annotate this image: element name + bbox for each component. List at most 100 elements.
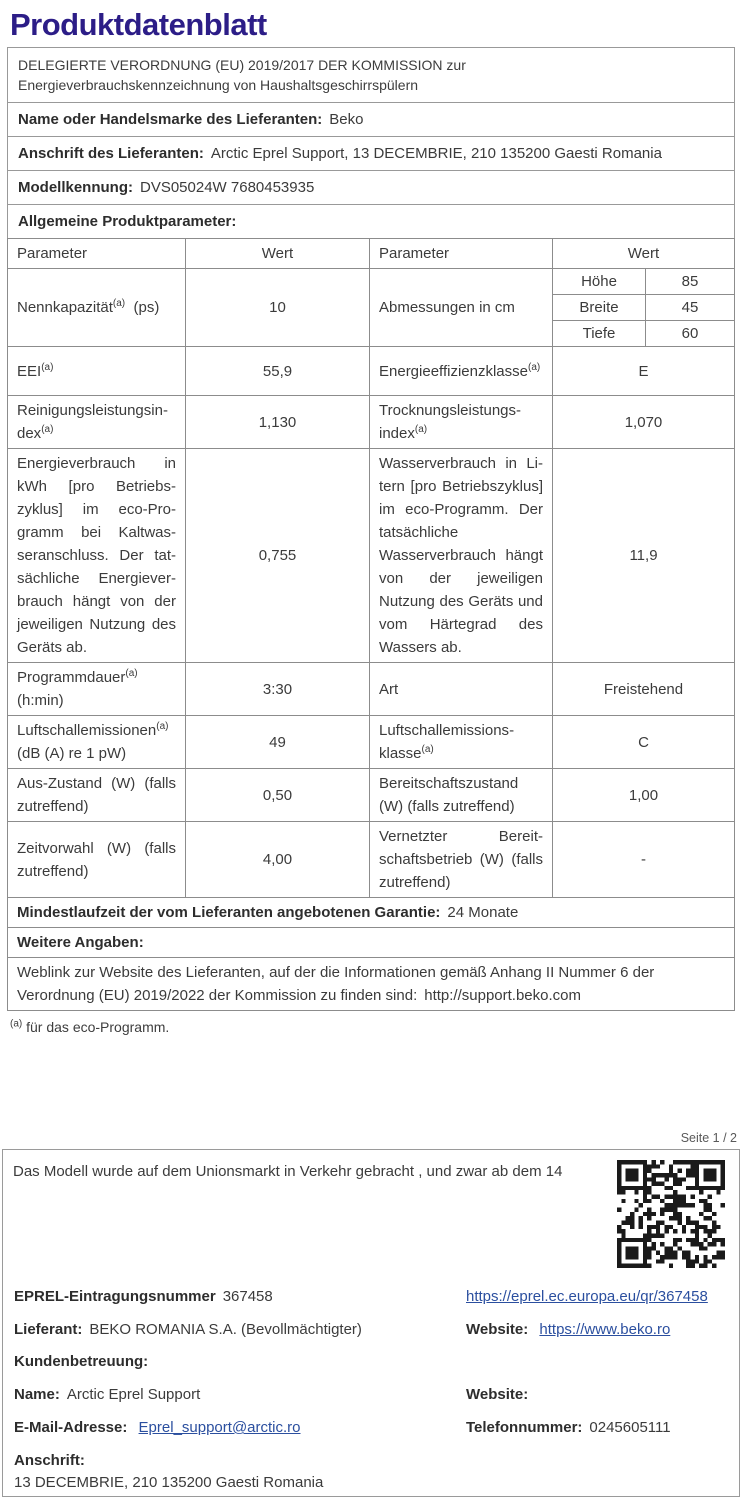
more-info-label: Weitere Angaben: <box>17 934 144 951</box>
delay-start-param: Zeitvorwahl (W) (falls zutreffend) <box>7 821 186 898</box>
noise-param: Luftschallemissio­nen(a) (dB (A) re 1 pW… <box>7 715 186 769</box>
dim-height-label: Höhe <box>552 268 646 295</box>
duration-value: 3:30 <box>185 662 370 716</box>
qr-code <box>617 1160 725 1268</box>
drying-index-value: 1,070 <box>552 395 735 449</box>
standby-param: Bereitschaftszustand (W) (falls zutreffe… <box>369 768 553 822</box>
noise-row: Luftschallemissio­nen(a) (dB (A) re 1 pW… <box>7 715 735 769</box>
regulation-text: DELEGIERTE VERORDNUNG (EU) 2019/2017 DER… <box>18 57 466 93</box>
bottom-address-value-row: 13 DECEMBRIE, 210 135200 Gaesti Romania <box>14 1473 729 1493</box>
contact-name-row: Name: Arctic Eprel Support Website: <box>14 1385 729 1405</box>
energy-consumption-value: 0,755 <box>185 448 370 663</box>
cleaning-index-row: Reinigungsleistungsin­dex(a) 1,130 Trock… <box>7 395 735 449</box>
capacity-value: 10 <box>185 268 370 347</box>
dimensions-param: Abmessungen in cm <box>369 268 553 347</box>
standby-value: 1,00 <box>552 768 735 822</box>
header-param1: Parameter <box>7 238 186 269</box>
dim-depth-value: 60 <box>645 320 735 347</box>
eprel-section: Das Modell wurde auf dem Unionsmarkt in … <box>2 1149 740 1497</box>
website-label: Website: <box>466 1321 529 1338</box>
supplier-address-label: Anschrift des Lieferanten: <box>18 145 204 162</box>
supplier-name-value: Beko <box>329 111 364 128</box>
header-wert2: Wert <box>552 238 735 269</box>
water-consumption-param: Wasserverbrauch in Li­tern [pro Betriebs… <box>369 448 553 663</box>
eprel-number-row: EPREL-Eintragungsnummer 367458 https://ep… <box>14 1287 729 1307</box>
capacity-row-2: Breite 45 <box>8 294 735 321</box>
networked-standby-value: - <box>552 821 735 898</box>
bottom-address-label-row: Anschrift: <box>14 1451 729 1471</box>
water-consumption-value: 11,9 <box>552 448 735 663</box>
noise-value: 49 <box>185 715 370 769</box>
warranty-cell: Mindestlaufzeit der vom Lieferanten ange… <box>7 897 735 928</box>
eei-value: 55,9 <box>185 346 370 396</box>
weblink-row: Weblink zur Website des Lieferanten, auf… <box>7 957 735 1011</box>
dim-width-value: 45 <box>645 294 735 321</box>
supplier-address-value: Arctic Eprel Support, 13 DECEMBRIE, 210 … <box>210 145 662 162</box>
model-id-value: DVS05024W 7680453935 <box>140 179 315 196</box>
email-row: E-Mail-Adresse: Eprel_support@arctic.ro … <box>14 1418 729 1438</box>
cleaning-index-param: Reinigungsleistungsin­dex(a) <box>7 395 186 449</box>
customer-service-label: Kundenbetreuung: <box>14 1353 149 1370</box>
supplier-name-row: Name oder Handelsmarke des Lieferanten: B… <box>7 102 735 137</box>
eprel-number-value: 367458 <box>222 1288 273 1305</box>
parameters-table: Parameter Wert Parameter Wert Nennkapazi… <box>7 238 735 1011</box>
type-param: Art <box>369 662 553 716</box>
energy-class-param: Energieeffizienzklas­se(a) <box>369 346 553 396</box>
bottom-address-value: 13 DECEMBRIE, 210 135200 Gaesti Romania <box>14 1474 324 1491</box>
networked-standby-param: Vernetzter Bereit­schaftsbetrieb (W) (fa… <box>369 821 553 898</box>
capacity-row: Nennkapazität(a) (ps) 10 Abmessungen in … <box>7 268 735 347</box>
email-label: E-Mail-Adresse: <box>14 1419 128 1436</box>
dim-width-label: Breite <box>552 294 646 321</box>
general-params-label: Allgemeine Produktparameter: <box>18 213 237 230</box>
eprel-qr-link[interactable]: https://eprel.ec.europa.eu/qr/367458 <box>466 1288 708 1305</box>
more-info-row: Weitere Angaben: <box>7 927 735 958</box>
capacity-row-3: Tiefe 60 <box>8 320 735 347</box>
noise-class-param: Luftschallemissions­klasse(a) <box>369 715 553 769</box>
contact-name-label: Name: <box>14 1386 60 1403</box>
contact-name-value: Arctic Eprel Support <box>66 1386 201 1403</box>
supplier-address-row: Anschrift des Lieferanten: Arctic Eprel S… <box>7 136 735 171</box>
warranty-value: 24 Monate <box>447 904 519 921</box>
phone-value: 0245605111 <box>589 1419 671 1436</box>
weblink-cell: Weblink zur Website des Lieferanten, auf… <box>7 957 735 1011</box>
regulation-box: DELEGIERTE VERORDNUNG (EU) 2019/2017 DER… <box>7 47 735 103</box>
eei-row: EEI(a) 55,9 Energieeffizienzklas­se(a) E <box>7 346 735 396</box>
email-link[interactable]: Eprel_support@arctic.ro <box>138 1419 301 1436</box>
page-title: Produktdatenblatt <box>10 7 267 42</box>
warranty-label: Mindestlaufzeit der vom Lieferanten ange… <box>17 904 441 921</box>
website-link[interactable]: https://www.beko.ro <box>539 1321 671 1338</box>
cleaning-index-value: 1,130 <box>185 395 370 449</box>
more-info-cell: Weitere Angaben: <box>7 927 735 958</box>
delay-start-value: 4,00 <box>185 821 370 898</box>
eprel-number-label: EPREL-Eintragungsnummer <box>14 1288 216 1305</box>
general-params-row: Allgemeine Produktparameter: <box>7 204 735 239</box>
phone-label: Telefonnummer: <box>466 1419 583 1436</box>
weblink-url: http://support.beko.com <box>424 987 581 1004</box>
type-value: Freistehend <box>552 662 735 716</box>
model-id-label: Modellkennung: <box>18 179 133 196</box>
dim-depth-label: Tiefe <box>552 320 646 347</box>
energy-consumption-row: Energieverbrauch in kWh [pro Betriebs­zy… <box>7 448 735 663</box>
delay-start-row: Zeitvorwahl (W) (falls zutreffend) 4,00 … <box>7 821 735 898</box>
table-header-row: Parameter Wert Parameter Wert <box>7 238 735 269</box>
noise-class-value: C <box>552 715 735 769</box>
supplier-label: Lieferant: <box>14 1321 83 1338</box>
supplier-value: BEKO ROMANIA S.A. (Bevollmächtigter) <box>89 1321 362 1338</box>
capacity-param: Nennkapazität(a) (ps) <box>7 268 186 347</box>
drying-index-param: Trocknungsleistungs­index(a) <box>369 395 553 449</box>
energy-class-value: E <box>552 346 735 396</box>
off-mode-value: 0,50 <box>185 768 370 822</box>
eco-footnote: (a) für das eco-Programm. <box>10 1018 170 1035</box>
model-id-row: Modellkennung: DVS05024W 7680453935 <box>7 170 735 205</box>
warranty-row: Mindestlaufzeit der vom Lieferanten ange… <box>7 897 735 928</box>
dim-height-value: 85 <box>645 268 735 295</box>
bottom-address-label: Anschrift: <box>14 1452 85 1469</box>
header-wert1: Wert <box>185 238 370 269</box>
off-mode-row: Aus-Zustand (W) (falls zutreffend) 0,50 … <box>7 768 735 822</box>
market-placement-text: Das Modell wurde auf dem Unionsmarkt in … <box>13 1163 563 1180</box>
customer-service-row: Kundenbetreuung: <box>14 1352 729 1372</box>
duration-param: Programmdauer(a) (h:min) <box>7 662 186 716</box>
off-mode-param: Aus-Zustand (W) (falls zutreffend) <box>7 768 186 822</box>
energy-consumption-param: Energieverbrauch in kWh [pro Betriebs­zy… <box>7 448 186 663</box>
